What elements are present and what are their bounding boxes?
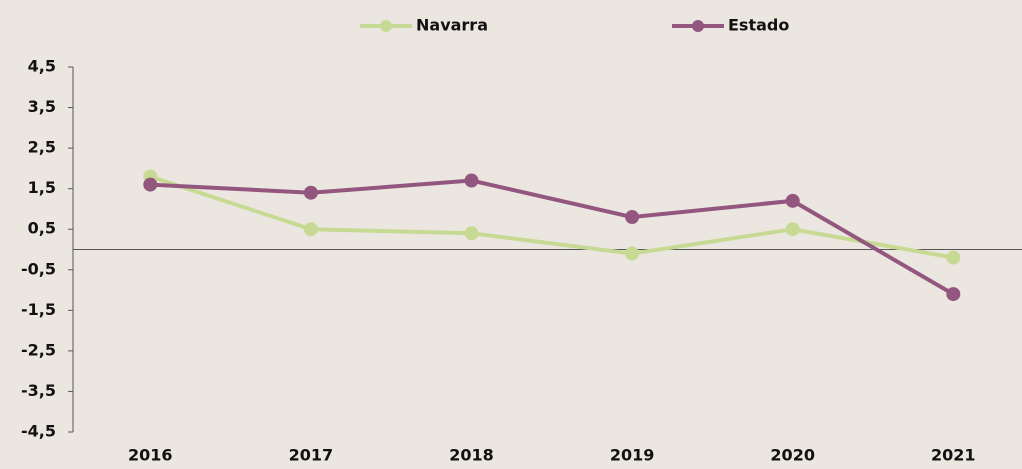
point — [625, 210, 640, 225]
legend-marker — [692, 20, 704, 32]
series-line — [150, 178, 955, 296]
y-tick-label: -4,5 — [21, 422, 56, 441]
y-tick-label: -1,5 — [21, 300, 56, 319]
point — [464, 226, 479, 241]
point — [785, 222, 800, 237]
y-tick-label: -3,5 — [21, 381, 56, 400]
y-tick-label: -2,5 — [21, 340, 56, 359]
y-tick-label: 4,5 — [28, 57, 56, 76]
legend-label: Navarra — [416, 16, 488, 35]
x-tick-label: 2017 — [289, 446, 334, 465]
point — [625, 246, 640, 261]
point — [946, 287, 961, 302]
y-tick-label: 0,5 — [28, 219, 56, 238]
y-tick-label: 1,5 — [28, 178, 56, 197]
y-tick-label: 2,5 — [28, 138, 56, 157]
point — [464, 173, 479, 188]
series-line — [149, 174, 954, 260]
x-tick-label: 2016 — [128, 446, 173, 465]
x-tick-label: 2018 — [449, 446, 494, 465]
y-tick-label: -0,5 — [21, 259, 56, 278]
y-tick-label: 3,5 — [28, 97, 56, 116]
point — [785, 193, 800, 208]
legend-marker — [380, 20, 392, 32]
point — [303, 185, 318, 200]
point — [143, 177, 158, 192]
point — [303, 222, 318, 237]
x-tick-label: 2021 — [931, 446, 976, 465]
x-tick-label: 2020 — [770, 446, 815, 465]
x-tick-label: 2019 — [610, 446, 655, 465]
point — [946, 250, 961, 265]
legend-label: Estado — [728, 16, 789, 35]
